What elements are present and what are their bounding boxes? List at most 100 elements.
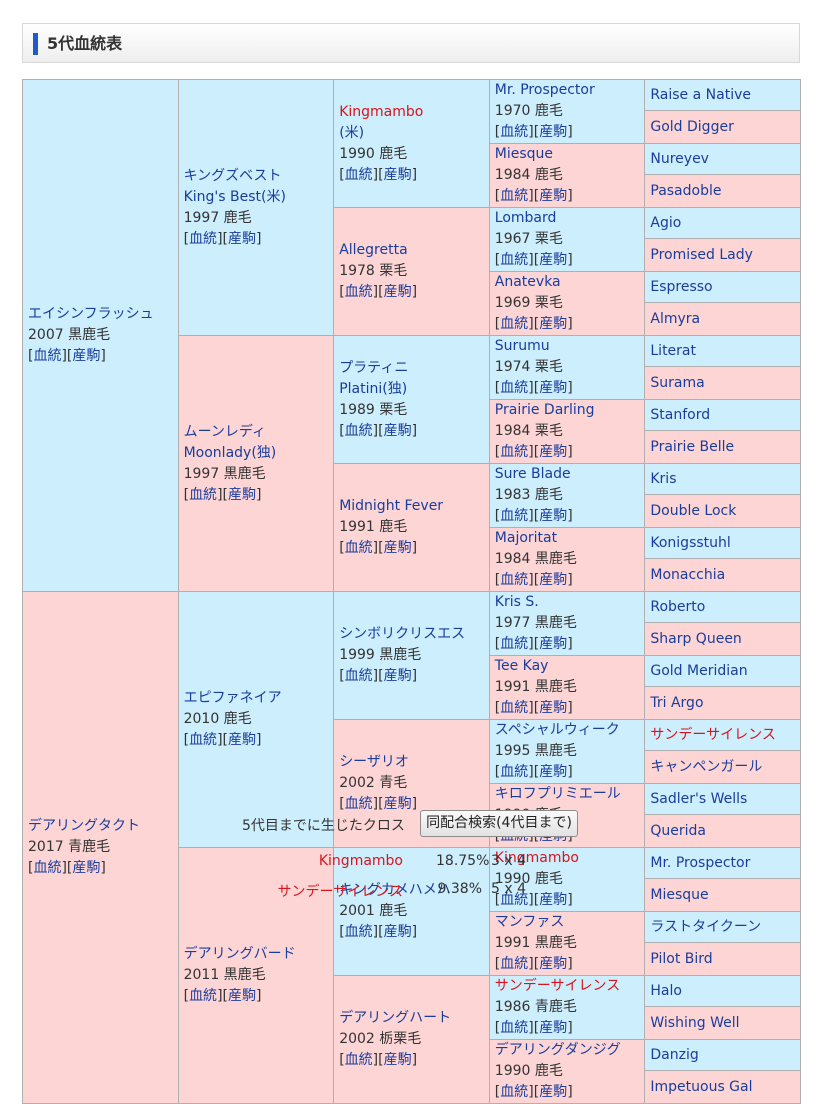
horse-name-link[interactable]: デアリングタクト <box>28 818 140 834</box>
offspring-link[interactable]: 産駒 <box>539 892 568 908</box>
horse-name-link[interactable]: Surama <box>650 375 705 392</box>
horse-name-link[interactable]: Kris <box>650 471 677 488</box>
horse-name-link[interactable]: キロフプリミエール <box>494 786 621 802</box>
cross-horse-link[interactable]: Kingmambo <box>318 853 403 869</box>
offspring-link[interactable]: 産駒 <box>539 316 568 332</box>
horse-alt-name-link[interactable]: King's Best(米) <box>183 188 286 205</box>
pedigree-link[interactable]: 血統 <box>344 166 373 183</box>
horse-name-link[interactable]: キングズベスト <box>183 167 282 184</box>
horse-alt-name-link[interactable]: (米) <box>339 124 365 141</box>
offspring-link[interactable]: 産駒 <box>539 1020 568 1036</box>
horse-name-link[interactable]: サンデーサイレンス <box>494 978 621 994</box>
pedigree-link[interactable]: 血統 <box>500 124 529 140</box>
horse-name-link[interactable]: Pasadoble <box>650 183 722 200</box>
horse-name-link[interactable]: デアリングバード <box>183 946 296 962</box>
offspring-link[interactable]: 産駒 <box>539 380 568 396</box>
horse-name-link[interactable]: Majoritat <box>494 530 558 546</box>
horse-name-link[interactable]: シンボリクリスエス <box>339 626 466 642</box>
pedigree-link[interactable]: 血統 <box>344 668 373 684</box>
horse-name-link[interactable]: Prairie Darling <box>494 402 595 418</box>
pedigree-link[interactable]: 血統 <box>500 700 529 716</box>
horse-name-link[interactable]: Stanford <box>650 407 711 424</box>
offspring-link[interactable]: 産駒 <box>539 124 568 140</box>
horse-name-link[interactable]: Kris S. <box>494 594 539 610</box>
horse-name-link[interactable]: プラティニ <box>339 359 409 376</box>
pedigree-link[interactable]: 血統 <box>500 956 529 972</box>
horse-name-link[interactable]: Roberto <box>650 599 706 616</box>
offspring-link[interactable]: 産駒 <box>539 508 568 524</box>
pedigree-link[interactable]: 血統 <box>500 380 529 396</box>
horse-name-link[interactable]: Prairie Belle <box>650 439 735 456</box>
offspring-link[interactable]: 産駒 <box>383 284 412 300</box>
horse-name-link[interactable]: Raise a Native <box>650 87 751 104</box>
horse-alt-name-link[interactable]: Platini(独) <box>339 380 408 397</box>
horse-name-link[interactable]: キャンペンガール <box>650 759 763 776</box>
horse-name-link[interactable]: Midnight Fever <box>339 498 444 514</box>
horse-name-link[interactable]: ムーンレディ <box>183 423 266 440</box>
offspring-link[interactable]: 産駒 <box>539 956 568 972</box>
horse-name-link[interactable]: Anatevka <box>494 274 561 290</box>
horse-name-link[interactable]: Gold Digger <box>650 119 734 136</box>
horse-name-link[interactable]: スペシャルウィーク <box>494 722 620 738</box>
horse-name-link[interactable]: キングカメハメハ <box>339 882 451 898</box>
horse-name-link[interactable]: Double Lock <box>650 503 737 520</box>
horse-name-link[interactable]: Pilot Bird <box>650 951 713 968</box>
horse-name-link[interactable]: Impetuous Gal <box>650 1079 753 1096</box>
offspring-link[interactable]: 産駒 <box>383 540 412 556</box>
pedigree-link[interactable]: 血統 <box>344 796 373 812</box>
offspring-link[interactable]: 産駒 <box>72 860 101 876</box>
horse-name-link[interactable]: Konigsstuhl <box>650 535 731 552</box>
offspring-link[interactable]: 産駒 <box>539 444 568 460</box>
offspring-link[interactable]: 産駒 <box>539 1084 568 1100</box>
horse-name-link[interactable]: エピファネイア <box>183 690 282 706</box>
offspring-link[interactable]: 産駒 <box>539 700 568 716</box>
offspring-link[interactable]: 産駒 <box>383 422 412 439</box>
horse-name-link[interactable]: サンデーサイレンス <box>650 727 776 744</box>
horse-name-link[interactable]: Monacchia <box>650 567 726 584</box>
horse-name-link[interactable]: デアリングハート <box>339 1010 452 1026</box>
horse-name-link[interactable]: ラストタイクーン <box>650 919 762 936</box>
horse-name-link[interactable]: Sharp Queen <box>650 631 742 648</box>
horse-name-link[interactable]: Literat <box>650 343 696 360</box>
offspring-link[interactable]: 産駒 <box>383 796 412 812</box>
pedigree-link[interactable]: 血統 <box>500 1084 529 1100</box>
offspring-link[interactable]: 産駒 <box>539 572 568 588</box>
offspring-link[interactable]: 産駒 <box>539 636 568 652</box>
offspring-link[interactable]: 産駒 <box>383 1052 412 1068</box>
horse-name-link[interactable]: Danzig <box>650 1047 699 1064</box>
horse-name-link[interactable]: Agio <box>650 215 682 232</box>
horse-name-link[interactable]: Gold Meridian <box>650 663 748 680</box>
pedigree-link[interactable]: 血統 <box>33 860 62 876</box>
pedigree-link[interactable]: 血統 <box>344 1052 373 1068</box>
pedigree-link[interactable]: 血統 <box>500 572 529 588</box>
horse-name-link[interactable]: Halo <box>650 983 682 1000</box>
pedigree-link[interactable]: 血統 <box>33 348 62 364</box>
horse-name-link[interactable]: Tee Kay <box>494 658 549 674</box>
pedigree-link[interactable]: 血統 <box>500 252 529 268</box>
offspring-link[interactable]: 産駒 <box>383 166 412 183</box>
horse-name-link[interactable]: マンファス <box>494 914 565 930</box>
pedigree-link[interactable]: 血統 <box>500 636 529 652</box>
horse-name-link[interactable]: Tri Argo <box>650 695 704 712</box>
horse-name-link[interactable]: Kingmambo <box>339 103 424 120</box>
pedigree-link[interactable]: 血統 <box>189 486 218 503</box>
horse-alt-name-link[interactable]: Moonlady(独) <box>183 444 277 461</box>
horse-name-link[interactable]: Sadler's Wells <box>650 791 748 808</box>
pedigree-link[interactable]: 血統 <box>500 764 529 780</box>
horse-name-link[interactable]: Querida <box>650 823 706 840</box>
offspring-link[interactable]: 産駒 <box>72 348 101 364</box>
pedigree-link[interactable]: 血統 <box>344 540 373 556</box>
same-mating-search-button[interactable]: 同配合検索(4代目まで) <box>420 810 578 837</box>
horse-name-link[interactable]: Miesque <box>650 887 709 904</box>
cross-horse-link[interactable]: サンデーサイレンス <box>277 884 403 900</box>
horse-name-link[interactable]: Kingmambo <box>494 850 579 866</box>
pedigree-link[interactable]: 血統 <box>189 988 218 1004</box>
horse-name-link[interactable]: デアリングダンジグ <box>494 1042 621 1058</box>
horse-name-link[interactable]: Sure Blade <box>494 466 571 482</box>
pedigree-link[interactable]: 血統 <box>500 444 529 460</box>
offspring-link[interactable]: 産駒 <box>228 486 256 503</box>
offspring-link[interactable]: 産駒 <box>539 188 568 204</box>
pedigree-link[interactable]: 血統 <box>344 284 373 300</box>
horse-name-link[interactable]: Mr. Prospector <box>650 855 751 872</box>
pedigree-link[interactable]: 血統 <box>500 188 529 204</box>
